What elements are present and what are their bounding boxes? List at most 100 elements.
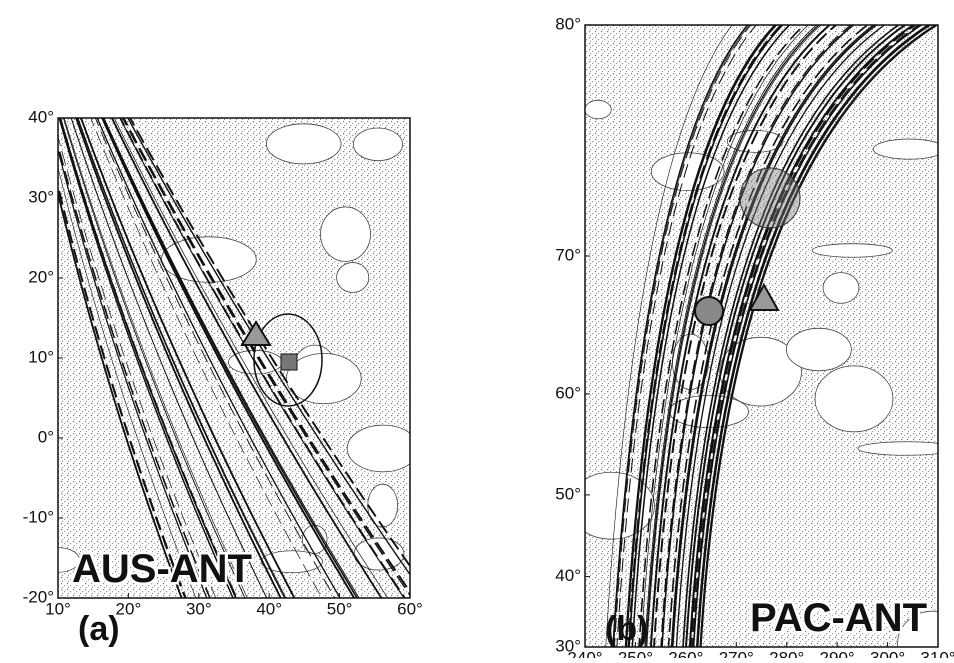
water xyxy=(260,550,323,574)
track-line xyxy=(625,25,778,647)
water xyxy=(857,441,938,456)
x-tick-label: 280° xyxy=(769,648,804,658)
track-line xyxy=(127,118,410,576)
track-line xyxy=(631,25,791,647)
water xyxy=(822,272,860,304)
map-content xyxy=(58,118,410,598)
track-line xyxy=(58,166,197,598)
track-line xyxy=(58,189,183,598)
track-line xyxy=(671,25,878,647)
track-line xyxy=(645,25,820,647)
track-line xyxy=(110,118,383,598)
track-line xyxy=(691,25,921,647)
track-line xyxy=(696,25,931,647)
track-line xyxy=(96,118,341,598)
track-line xyxy=(94,118,336,598)
track-line xyxy=(58,142,211,598)
track-line xyxy=(128,118,410,568)
square-marker xyxy=(280,353,298,371)
y-tick-label: 60° xyxy=(555,383,581,402)
track-line xyxy=(627,25,783,647)
y-tick-label: 20° xyxy=(28,267,54,286)
x-tick-label: 310° xyxy=(920,648,954,658)
track-line xyxy=(699,25,936,647)
track-line xyxy=(80,118,296,598)
track-line xyxy=(646,25,822,647)
y-tick-label: 10° xyxy=(28,347,54,366)
track-line xyxy=(101,118,355,598)
track-line xyxy=(60,118,238,598)
y-tick-label: 70° xyxy=(555,246,581,265)
water xyxy=(286,353,362,405)
triangle-marker xyxy=(240,320,272,346)
y-tick-label: -20° xyxy=(23,587,54,606)
water xyxy=(352,127,403,162)
track-line xyxy=(661,25,855,647)
x-tick-label: 30° xyxy=(186,599,212,618)
track-line xyxy=(675,25,886,647)
track-line xyxy=(624,25,776,647)
x-tick-label: 40° xyxy=(256,599,282,618)
x-tick-label: 250° xyxy=(618,648,653,658)
track-line xyxy=(688,25,916,647)
track-line xyxy=(77,118,286,598)
track-line xyxy=(689,25,918,647)
track-line xyxy=(58,118,234,598)
track-line xyxy=(685,25,908,647)
track-line xyxy=(670,25,876,647)
y-tick-label: -10° xyxy=(23,507,54,526)
water xyxy=(585,99,612,120)
y-tick-label: 0° xyxy=(38,427,54,446)
track-line xyxy=(119,118,405,598)
y-tick-label: 30° xyxy=(28,187,54,206)
track-line xyxy=(119,118,406,598)
track-line xyxy=(697,25,932,647)
triangle-marker xyxy=(748,282,780,311)
track-line xyxy=(616,25,757,647)
water xyxy=(265,123,342,165)
water xyxy=(346,424,410,473)
land-stipple xyxy=(585,25,938,647)
y-tick-label: 40° xyxy=(28,107,54,126)
x-tick-label: 260° xyxy=(668,648,703,658)
track-line xyxy=(75,118,282,598)
track-line xyxy=(62,118,246,598)
x-tick-label: 10° xyxy=(45,599,71,618)
x-tick-label: 300° xyxy=(870,648,905,658)
x-tick-label: 20° xyxy=(116,599,142,618)
x-tick-label: 290° xyxy=(820,648,855,658)
panel-label: (b) xyxy=(605,610,648,648)
track-line xyxy=(649,25,832,647)
track-line xyxy=(699,25,938,647)
track-line xyxy=(121,118,410,597)
plate-name: PAC-ANT xyxy=(750,596,927,640)
water xyxy=(814,365,894,433)
track-line xyxy=(102,118,359,598)
water xyxy=(336,262,370,293)
track-line xyxy=(58,147,208,598)
track-line xyxy=(90,118,323,598)
panel-label: (a) xyxy=(78,610,120,648)
track-line xyxy=(612,25,749,647)
square-marker xyxy=(694,296,724,326)
track-line xyxy=(58,181,187,598)
y-tick-label: 40° xyxy=(555,566,581,585)
track-line xyxy=(77,118,287,598)
track-line xyxy=(58,135,217,598)
track-line xyxy=(682,25,901,647)
track-line xyxy=(63,118,248,598)
track-line xyxy=(692,25,923,647)
x-tick-label: 270° xyxy=(719,648,754,658)
track-line xyxy=(613,25,750,647)
confidence-ellipse xyxy=(253,313,323,407)
frame xyxy=(584,24,939,648)
track-line xyxy=(628,25,784,647)
track-line xyxy=(638,25,806,647)
track-line xyxy=(122,118,410,594)
water xyxy=(872,138,938,160)
track-line xyxy=(70,118,268,598)
water xyxy=(897,610,938,647)
map-panel: 10° 20° 30° 40° 50° 60° 40° 30° 20° 10° 0° -10° -20°… xyxy=(23,107,423,648)
plate-name: AUS-ANT xyxy=(72,547,252,591)
